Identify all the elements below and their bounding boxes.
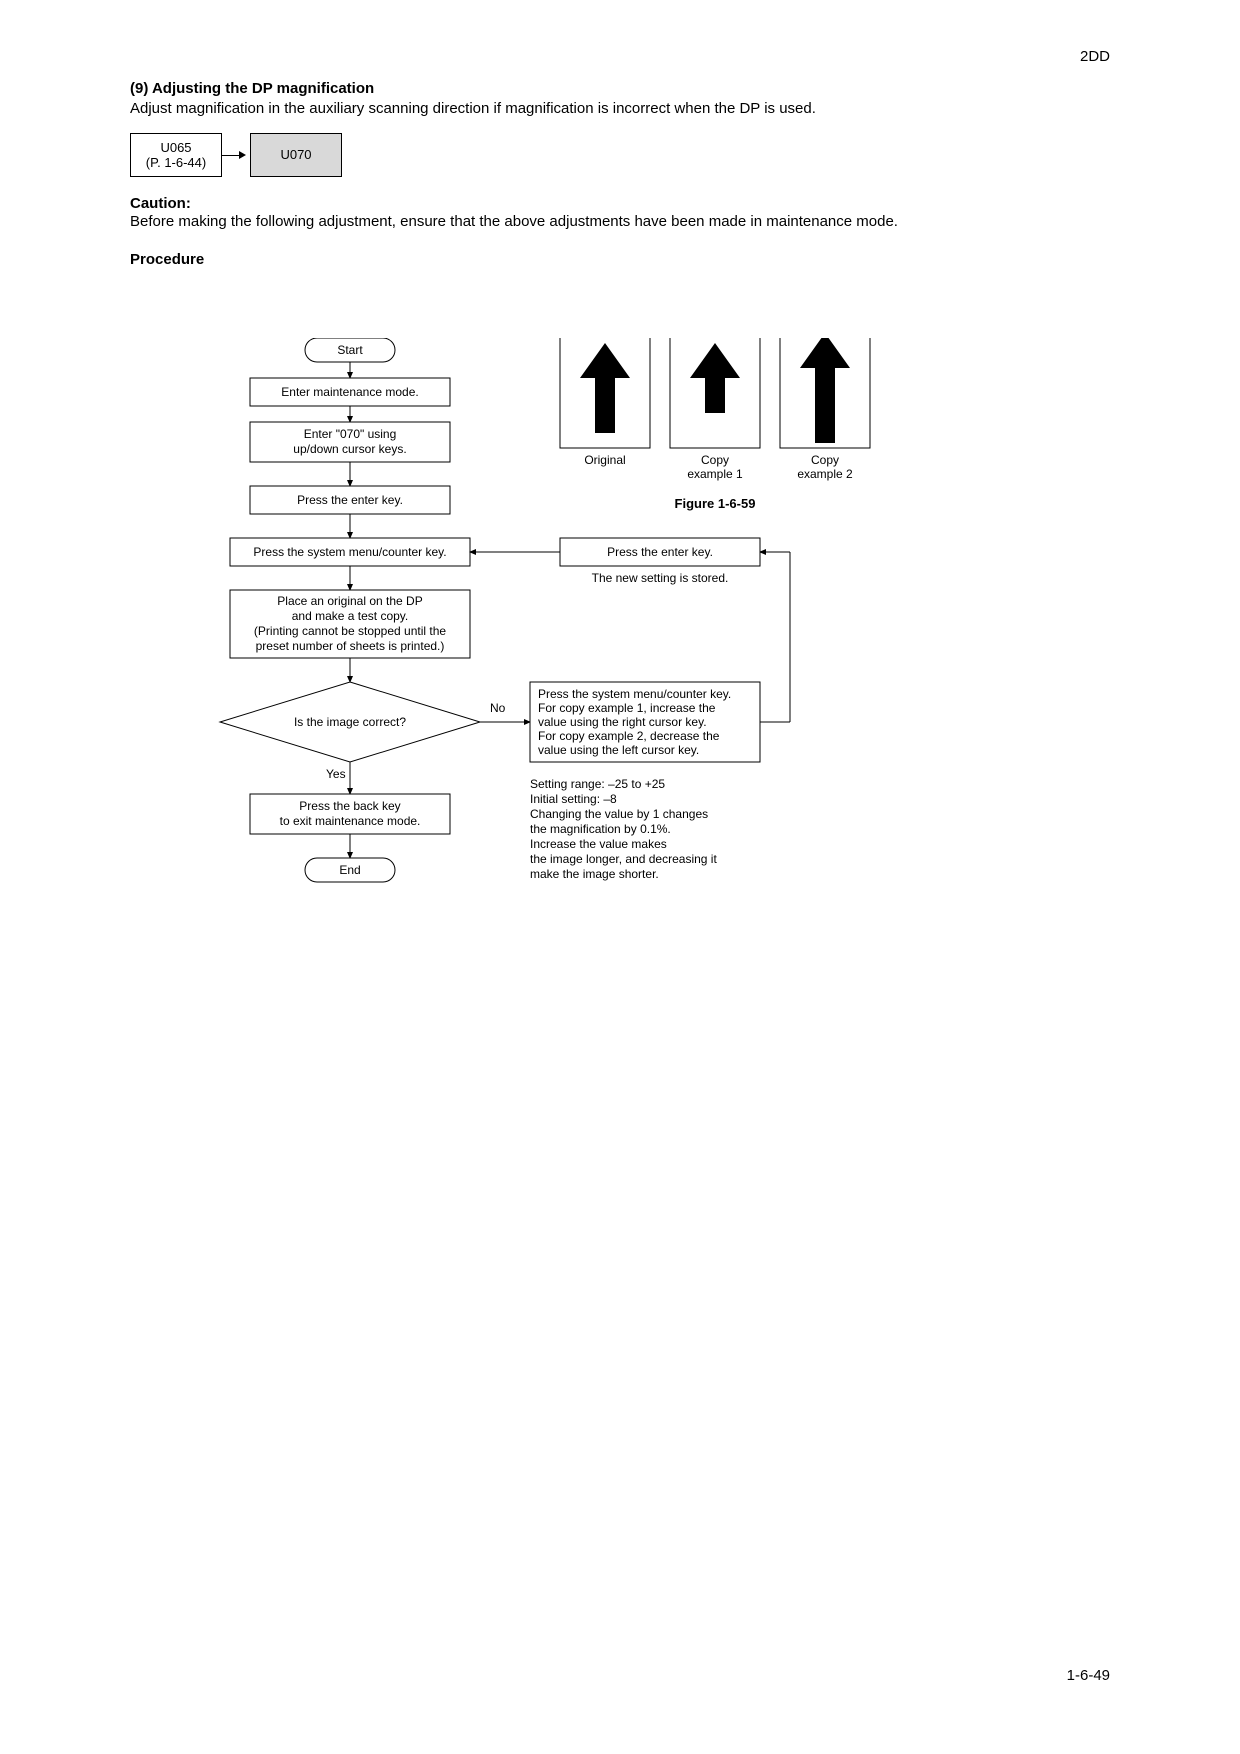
- chain-box-u065: U065 (P. 1-6-44): [130, 133, 222, 177]
- svg-text:Press the back key: Press the back key: [299, 799, 400, 813]
- svg-text:Press the system menu/counter: Press the system menu/counter key.: [253, 545, 446, 559]
- figure-copy2: Copy example 2: [780, 338, 870, 481]
- chain-box2-label: U070: [280, 147, 311, 163]
- svg-text:Enter maintenance mode.: Enter maintenance mode.: [281, 385, 418, 399]
- flowchart-diagram: Start Enter maintenance mode. Enter "070…: [130, 338, 1110, 1058]
- svg-text:Place an original on the DP: Place an original on the DP: [277, 594, 422, 608]
- svg-text:For copy example 2, decrease t: For copy example 2, decrease the: [538, 729, 720, 743]
- caution-text: Before making the following adjustment, …: [130, 212, 1110, 232]
- svg-text:Copy: Copy: [811, 453, 839, 467]
- svg-text:Original: Original: [584, 453, 625, 467]
- chain-box-u070: U070: [250, 133, 342, 177]
- svg-text:the magnification by 0.1%.: the magnification by 0.1%.: [530, 822, 671, 836]
- chain-box1-line2: (P. 1-6-44): [146, 155, 206, 171]
- flow-exit-maintenance: Press the back key to exit maintenance m…: [250, 794, 450, 834]
- svg-text:For copy example 1, increase t: For copy example 1, increase the: [538, 701, 716, 715]
- svg-text:Press the enter key.: Press the enter key.: [297, 493, 403, 507]
- prereq-chain: U065 (P. 1-6-44) U070: [130, 133, 1110, 177]
- flow-no-label: No: [490, 701, 506, 715]
- header-code: 2DD: [1080, 48, 1110, 65]
- svg-text:make the image shorter.: make the image shorter.: [530, 867, 659, 881]
- flow-test-copy: Place an original on the DP and make a t…: [230, 590, 470, 658]
- caution-label: Caution:: [130, 195, 1110, 212]
- svg-text:Increase the value makes: Increase the value makes: [530, 837, 667, 851]
- svg-text:value using the right cursor k: value using the right cursor key.: [538, 715, 707, 729]
- flow-new-setting-stored: The new setting is stored.: [592, 571, 729, 585]
- flow-adjust-value: Press the system menu/counter key. For c…: [530, 682, 760, 762]
- flow-press-enter: Press the enter key.: [250, 486, 450, 514]
- svg-text:Initial setting: –8: Initial setting: –8: [530, 792, 617, 806]
- svg-text:Press the enter key.: Press the enter key.: [607, 545, 713, 559]
- flow-end: End: [305, 858, 395, 882]
- svg-text:Setting range: –25 to +25: Setting range: –25 to +25: [530, 777, 665, 791]
- svg-text:Copy: Copy: [701, 453, 729, 467]
- svg-text:End: End: [339, 863, 360, 877]
- flow-press-system-menu: Press the system menu/counter key.: [230, 538, 470, 566]
- svg-text:preset number of sheets is pri: preset number of sheets is printed.): [256, 639, 445, 653]
- figure-copy1: Copy example 1: [670, 338, 760, 481]
- figure-label: Figure 1-6-59: [675, 496, 756, 511]
- svg-text:Is the image correct?: Is the image correct?: [294, 715, 406, 729]
- procedure-label: Procedure: [130, 251, 1110, 268]
- flow-press-enter-store: Press the enter key.: [560, 538, 760, 566]
- flow-yes-label: Yes: [326, 767, 346, 781]
- chain-arrow-icon: [222, 155, 250, 156]
- intro-text: Adjust magnification in the auxiliary sc…: [130, 99, 1110, 119]
- flow-enter-maintenance: Enter maintenance mode.: [250, 378, 450, 406]
- flow-enter-070: Enter "070" using up/down cursor keys.: [250, 422, 450, 462]
- svg-text:example 2: example 2: [797, 467, 853, 481]
- svg-text:example 1: example 1: [687, 467, 743, 481]
- svg-text:value using the left cursor ke: value using the left cursor key.: [538, 743, 699, 757]
- figure-original: Original: [560, 338, 650, 467]
- flow-setting-note: Setting range: –25 to +25 Initial settin…: [530, 777, 717, 881]
- chain-box1-line1: U065: [160, 140, 191, 156]
- svg-text:Press the system menu/counter: Press the system menu/counter key.: [538, 687, 731, 701]
- flow-decision: Is the image correct?: [220, 682, 480, 762]
- page-number: 1-6-49: [1067, 1667, 1110, 1684]
- svg-text:up/down cursor keys.: up/down cursor keys.: [293, 442, 406, 456]
- svg-text:and make a test copy.: and make a test copy.: [292, 609, 409, 623]
- svg-text:to exit maintenance mode.: to exit maintenance mode.: [280, 814, 421, 828]
- section-title: (9) Adjusting the DP magnification: [130, 80, 1110, 97]
- svg-text:the image longer, and decreasi: the image longer, and decreasing it: [530, 852, 717, 866]
- flow-start: Start: [305, 338, 395, 362]
- svg-text:Enter "070" using: Enter "070" using: [304, 427, 397, 441]
- svg-text:(Printing cannot be stopped un: (Printing cannot be stopped until the: [254, 624, 446, 638]
- svg-text:Start: Start: [337, 343, 363, 357]
- svg-text:Changing the value by 1 change: Changing the value by 1 changes: [530, 807, 708, 821]
